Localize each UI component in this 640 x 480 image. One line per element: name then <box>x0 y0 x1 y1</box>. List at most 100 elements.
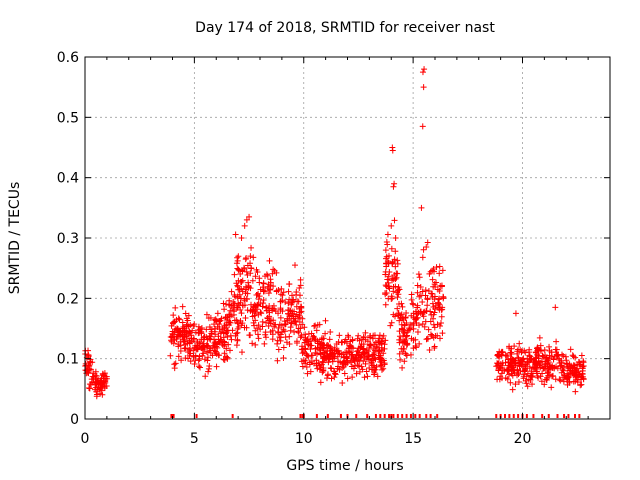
data-point <box>195 330 202 337</box>
data-point <box>557 377 564 384</box>
data-point <box>362 336 369 343</box>
data-point <box>234 336 241 343</box>
data-point <box>236 291 243 298</box>
data-point <box>382 247 389 254</box>
data-point <box>229 327 236 334</box>
data-point <box>244 290 251 297</box>
data-point <box>233 342 240 349</box>
data-point <box>83 362 90 369</box>
data-point <box>221 322 228 329</box>
data-point <box>385 273 392 280</box>
data-point <box>408 291 415 298</box>
data-point <box>366 364 373 371</box>
data-point <box>413 315 420 322</box>
data-point <box>264 315 271 322</box>
data-point <box>261 340 268 347</box>
data-point <box>203 348 210 355</box>
data-point <box>559 351 566 358</box>
data-point <box>367 341 374 348</box>
data-point <box>360 349 367 356</box>
data-point <box>426 346 433 353</box>
data-point <box>255 290 262 297</box>
data-point <box>532 359 539 366</box>
data-point <box>331 368 338 375</box>
x-tick-label: 0 <box>81 431 90 447</box>
data-point <box>190 323 197 330</box>
data-point <box>205 368 212 375</box>
x-tick-label: 10 <box>295 431 313 447</box>
data-point <box>541 381 548 388</box>
data-point <box>190 347 197 354</box>
data-point <box>255 296 262 303</box>
data-point <box>221 350 228 357</box>
data-point <box>227 319 234 326</box>
data-point <box>552 304 559 311</box>
data-point <box>438 283 445 290</box>
data-point <box>281 318 288 325</box>
data-point <box>285 288 292 295</box>
data-point <box>425 335 432 342</box>
data-point <box>545 368 552 375</box>
data-point <box>304 370 311 377</box>
data-point <box>419 69 426 76</box>
data-point <box>412 316 419 323</box>
data-point <box>507 379 514 386</box>
data-point <box>499 349 506 356</box>
data-point <box>368 361 375 368</box>
data-point <box>327 329 334 336</box>
data-point <box>371 371 378 378</box>
data-point <box>184 317 191 324</box>
data-point <box>95 381 102 388</box>
data-point <box>566 379 573 386</box>
data-point <box>253 306 260 313</box>
data-point <box>254 268 261 275</box>
data-point <box>275 329 282 336</box>
data-point <box>250 254 257 261</box>
data-point <box>280 344 287 351</box>
data-point <box>220 300 227 307</box>
data-point <box>522 362 529 369</box>
data-point <box>406 325 413 332</box>
data-point <box>184 337 191 344</box>
data-point <box>377 362 384 369</box>
data-point <box>556 356 563 363</box>
data-point <box>264 272 271 279</box>
data-point <box>572 388 579 395</box>
data-point <box>237 318 244 325</box>
data-point <box>306 359 313 366</box>
data-point <box>99 391 106 398</box>
data-point <box>212 348 219 355</box>
data-point <box>286 313 293 320</box>
y-tick-label: 0.1 <box>57 352 79 368</box>
data-point <box>243 295 250 302</box>
data-point <box>233 317 240 324</box>
data-point <box>235 253 242 260</box>
data-point <box>348 363 355 370</box>
data-point <box>298 358 305 365</box>
data-point <box>399 303 406 310</box>
data-point <box>218 328 225 335</box>
data-point <box>231 271 238 278</box>
data-point <box>228 288 235 295</box>
data-point <box>183 332 190 339</box>
data-point <box>528 355 535 362</box>
data-point <box>320 364 327 371</box>
data-point <box>388 319 395 326</box>
data-point <box>228 336 235 343</box>
data-point <box>274 357 281 364</box>
data-point <box>90 370 97 377</box>
data-point <box>378 340 385 347</box>
data-point <box>553 338 560 345</box>
data-point <box>382 282 389 289</box>
data-point <box>280 326 287 333</box>
data-point <box>421 323 428 330</box>
data-point <box>238 285 245 292</box>
data-point <box>308 342 315 349</box>
data-point <box>168 322 175 329</box>
data-point <box>335 358 342 365</box>
data-point <box>219 341 226 348</box>
data-point <box>436 270 443 277</box>
data-point <box>347 338 354 345</box>
data-point <box>410 321 417 328</box>
data-point <box>289 310 296 317</box>
